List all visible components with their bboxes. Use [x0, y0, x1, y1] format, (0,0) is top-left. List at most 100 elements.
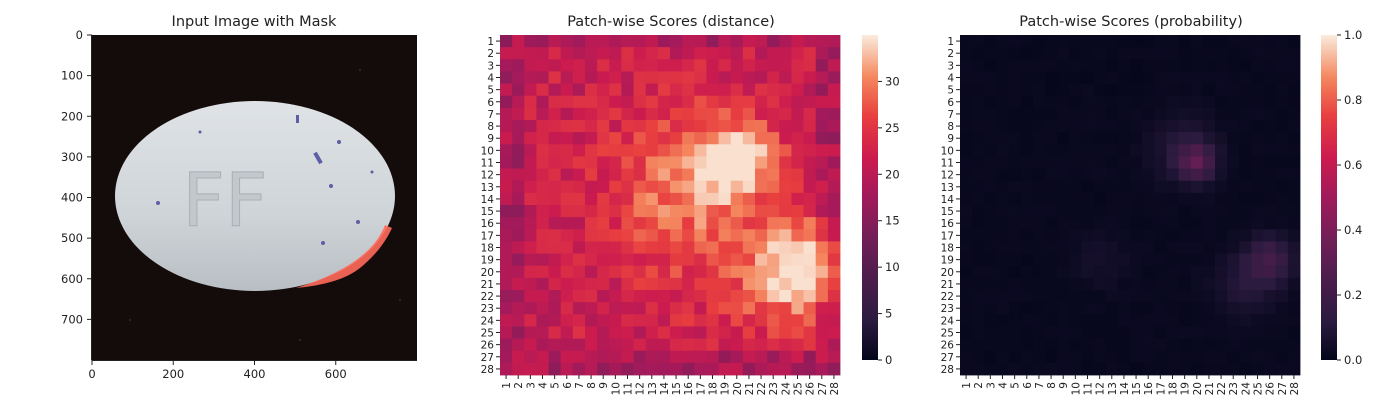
heatmap-cell — [548, 47, 562, 60]
heatmap-cell — [1275, 132, 1289, 145]
heatmap-cell — [815, 192, 829, 206]
heatmap-cell — [706, 253, 719, 267]
heatmap-cell — [803, 241, 817, 254]
heatmap-cell — [1275, 156, 1289, 169]
heatmap-cell — [1069, 132, 1082, 145]
heatmap-cell — [730, 132, 744, 145]
heatmap-cell — [536, 326, 549, 339]
heatmap-cell — [524, 241, 537, 254]
heatmap-cell — [585, 180, 598, 194]
heatmap-cell — [633, 107, 647, 121]
heatmap-cell — [1117, 107, 1131, 121]
y-tick-label: 24 — [941, 315, 955, 327]
heatmap-cell — [972, 229, 985, 242]
heatmap-cell — [815, 229, 829, 242]
heatmap-cell — [984, 314, 997, 327]
heatmap-cell — [779, 59, 792, 72]
heatmap-cell — [597, 253, 610, 267]
heatmap-cell — [706, 277, 719, 291]
heatmap-cell — [1081, 290, 1094, 303]
heatmap-cell — [706, 290, 719, 303]
heatmap-cell — [633, 35, 647, 48]
heatmap-cell — [1215, 362, 1228, 376]
heatmap-cell — [718, 314, 732, 327]
heatmap-cell — [742, 107, 756, 121]
heatmap-cell — [1093, 95, 1107, 109]
heatmap-cell — [972, 59, 985, 72]
heatmap-cell — [1287, 229, 1301, 242]
heatmap-cell — [1117, 265, 1131, 279]
heatmap-cell — [1142, 217, 1155, 230]
heatmap-cell — [791, 168, 804, 182]
y-tick-label: 1 — [947, 36, 954, 48]
heatmap-cell — [972, 35, 985, 48]
heatmap-cell — [803, 302, 817, 315]
heatmap-cell — [1032, 241, 1046, 254]
pill-specks — [156, 115, 374, 245]
heatmap-cell — [791, 205, 804, 218]
y-tick-label: 8 — [487, 121, 494, 133]
heatmap-cell — [803, 314, 817, 327]
heatmap-cell — [815, 241, 829, 254]
heatmap-cell — [755, 144, 768, 157]
heatmap-cell — [1117, 132, 1131, 145]
heatmap-cell — [621, 326, 634, 339]
heatmap-cell — [767, 205, 780, 218]
heatmap-cell — [585, 229, 598, 242]
heatmap-cell — [960, 120, 973, 133]
heatmap-cell — [536, 180, 549, 194]
heatmap-cell — [1081, 95, 1094, 109]
heatmap-cell — [742, 253, 756, 267]
heatmap-cell — [609, 132, 622, 145]
x-tick-label: 21 — [744, 382, 756, 395]
heatmap-cell — [1275, 83, 1289, 97]
heatmap-cell — [645, 290, 659, 303]
heatmap-cell — [767, 59, 780, 72]
heatmap-cell — [779, 253, 792, 267]
heatmap-cell — [585, 362, 598, 376]
y-tick-label: 8 — [947, 121, 954, 133]
heatmap-cell — [560, 241, 574, 254]
x-tick-label: 400 — [244, 367, 266, 381]
heatmap-cell — [1227, 326, 1240, 339]
heatmap-cell — [560, 132, 574, 145]
heatmap-cell — [1166, 277, 1179, 291]
heatmap-cell — [536, 120, 549, 133]
heatmap-cell — [560, 107, 574, 121]
heatmap-cell — [548, 71, 562, 84]
heatmap-cell — [621, 253, 634, 267]
heatmap-cell — [815, 144, 829, 157]
heatmap-cell — [1069, 277, 1082, 291]
heatmap-cell — [1032, 71, 1046, 84]
heatmap-cell — [1215, 290, 1228, 303]
heatmap-cell — [996, 217, 1009, 230]
heatmap-cell — [815, 326, 829, 339]
y-tick-label: 19 — [941, 255, 954, 267]
heatmap-cell — [1275, 290, 1289, 303]
heatmap-cell — [1190, 314, 1204, 327]
heatmap-cell — [1117, 314, 1131, 327]
heatmap-cell — [803, 192, 817, 206]
heatmap-cell — [536, 95, 549, 109]
heatmap-cell — [682, 107, 695, 121]
heatmap-cell — [742, 205, 756, 218]
heatmap-cell — [1227, 59, 1240, 72]
heatmap-cell — [657, 338, 671, 352]
heatmap-cell — [645, 265, 659, 279]
heatmap-cell — [972, 277, 985, 291]
heatmap-cell — [996, 180, 1009, 194]
heatmap-cell — [597, 362, 610, 376]
heatmap-cell — [1251, 120, 1264, 133]
x-tick-label: 6 — [562, 382, 574, 389]
heatmap-cell — [1093, 290, 1107, 303]
heatmap-cell — [1227, 156, 1240, 169]
heatmap-cell — [1190, 362, 1204, 376]
heatmap-cell — [984, 265, 997, 279]
heatmap-cell — [657, 132, 671, 145]
heatmap-cell — [597, 192, 610, 206]
y-tick-label: 27 — [941, 352, 954, 364]
heatmap-cell — [597, 265, 610, 279]
heatmap-cell — [560, 120, 574, 133]
heatmap-cell — [548, 229, 562, 242]
heatmap-cell — [536, 338, 549, 352]
